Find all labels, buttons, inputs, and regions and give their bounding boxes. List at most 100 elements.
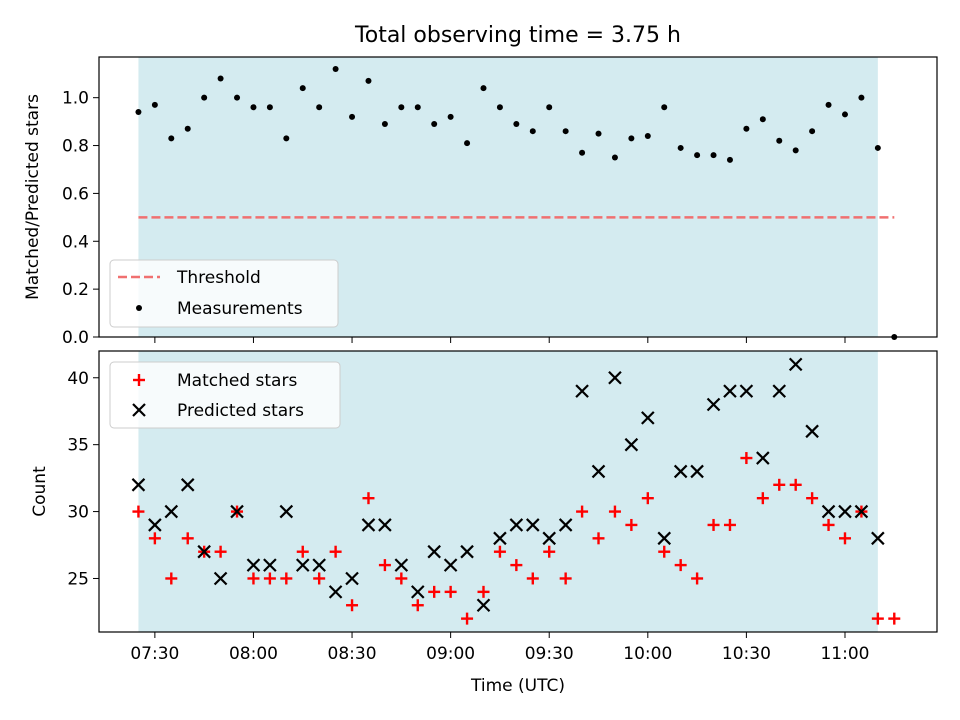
measurement-point — [661, 104, 668, 111]
x-tick-label: 10:30 — [722, 644, 771, 664]
x-b — [673, 464, 688, 479]
matched-point — [428, 585, 441, 598]
y-tick-label: 25 — [67, 569, 89, 589]
matched-point — [461, 612, 474, 625]
matched-point — [641, 492, 654, 505]
predicted-point — [493, 531, 507, 546]
measurement-point — [184, 125, 191, 132]
predicted-point — [509, 518, 524, 532]
predicted-point — [788, 357, 803, 372]
measurement-point — [776, 137, 783, 144]
x-b — [132, 403, 146, 417]
matched-point — [329, 545, 342, 558]
predicted-point — [312, 558, 326, 572]
ratio-panel: 0.0 0.2 0.4 0.6 0.8 1.0 Matched/Predicted star… — [23, 56, 938, 348]
x-b — [509, 518, 524, 532]
y-tick-label: 30 — [67, 503, 89, 523]
y-tick-label: 1.0 — [62, 89, 89, 109]
x-b — [838, 504, 852, 519]
measurement-point — [628, 135, 635, 142]
predicted-point — [427, 544, 441, 559]
y-axis-label: Matched/Predicted stars — [23, 94, 43, 300]
matched-point — [263, 572, 276, 585]
measurement-point — [529, 128, 536, 135]
measurement-point — [250, 104, 257, 111]
x-b — [279, 504, 294, 519]
predicted-point — [148, 518, 162, 532]
x-b — [394, 558, 409, 572]
matched-point — [346, 599, 359, 612]
matched-point — [740, 452, 753, 465]
legend-box — [109, 361, 341, 429]
measurement-point — [562, 128, 569, 135]
predicted-point — [558, 518, 573, 532]
y-tick-label: 0.8 — [62, 137, 89, 157]
x-b — [608, 370, 622, 385]
measurement-point — [349, 113, 356, 120]
matched-point — [806, 492, 819, 505]
measurement-point — [694, 152, 701, 159]
predicted-point — [328, 585, 343, 599]
y-tick-label: 0.2 — [62, 280, 89, 300]
matched-point — [493, 545, 506, 558]
measurement-point — [480, 85, 487, 92]
measurement-point — [365, 77, 372, 84]
legend-measurements-swatch — [136, 305, 142, 311]
x-b — [821, 504, 836, 519]
x-b — [706, 397, 721, 412]
predicted-point — [805, 424, 819, 439]
predicted-point — [164, 504, 179, 519]
x-b — [871, 531, 885, 546]
predicted-point — [131, 478, 146, 492]
predicted-point — [410, 585, 425, 599]
measurement-point — [644, 132, 651, 139]
matched-point — [691, 572, 704, 585]
x-b — [263, 558, 277, 572]
x-b — [361, 518, 376, 532]
matched-point — [625, 518, 638, 531]
measurement-point — [595, 130, 602, 137]
x-b — [641, 411, 655, 425]
legend-matched-swatch — [133, 374, 145, 386]
matched-point — [559, 572, 572, 585]
measurement-point — [579, 149, 586, 156]
measurement-point — [546, 104, 553, 111]
matched-point — [608, 505, 621, 518]
x-b — [805, 424, 819, 439]
x-tick-label: 09:00 — [426, 644, 475, 664]
predicted-point — [526, 518, 540, 532]
predicted-point — [197, 544, 211, 559]
x-tick-label: 09:30 — [525, 644, 574, 664]
x-tick-label: 10:00 — [623, 644, 672, 664]
x-b — [410, 585, 425, 599]
measurement-point — [858, 94, 865, 101]
x-b — [148, 518, 162, 532]
x-tick-label: 07:30 — [130, 644, 179, 664]
y-tick-label: 0.6 — [62, 184, 89, 204]
matched-point — [543, 545, 556, 558]
legend-matched-label: Matched stars — [177, 371, 297, 391]
predicted-point — [591, 464, 606, 479]
matched-point — [871, 612, 884, 625]
matched-point — [822, 518, 835, 531]
measurement-point — [464, 140, 471, 147]
legend-threshold-label: Threshold — [176, 268, 261, 288]
matched-point — [280, 572, 293, 585]
predicted-point — [772, 384, 787, 398]
measurement-point — [135, 109, 142, 116]
matched-point — [444, 585, 457, 598]
predicted-point — [443, 558, 458, 572]
predicted-point — [279, 504, 294, 519]
matched-point — [723, 518, 736, 531]
matched-point — [411, 599, 424, 612]
measurement-point — [677, 144, 684, 151]
predicted-point — [575, 384, 589, 398]
measurement-point — [743, 125, 750, 132]
predicted-point — [657, 531, 672, 546]
x-b — [526, 518, 540, 532]
x-b — [443, 558, 458, 572]
legend-measurements-label: Measurements — [177, 299, 303, 319]
predicted-point — [394, 558, 409, 572]
x-b — [197, 544, 211, 559]
